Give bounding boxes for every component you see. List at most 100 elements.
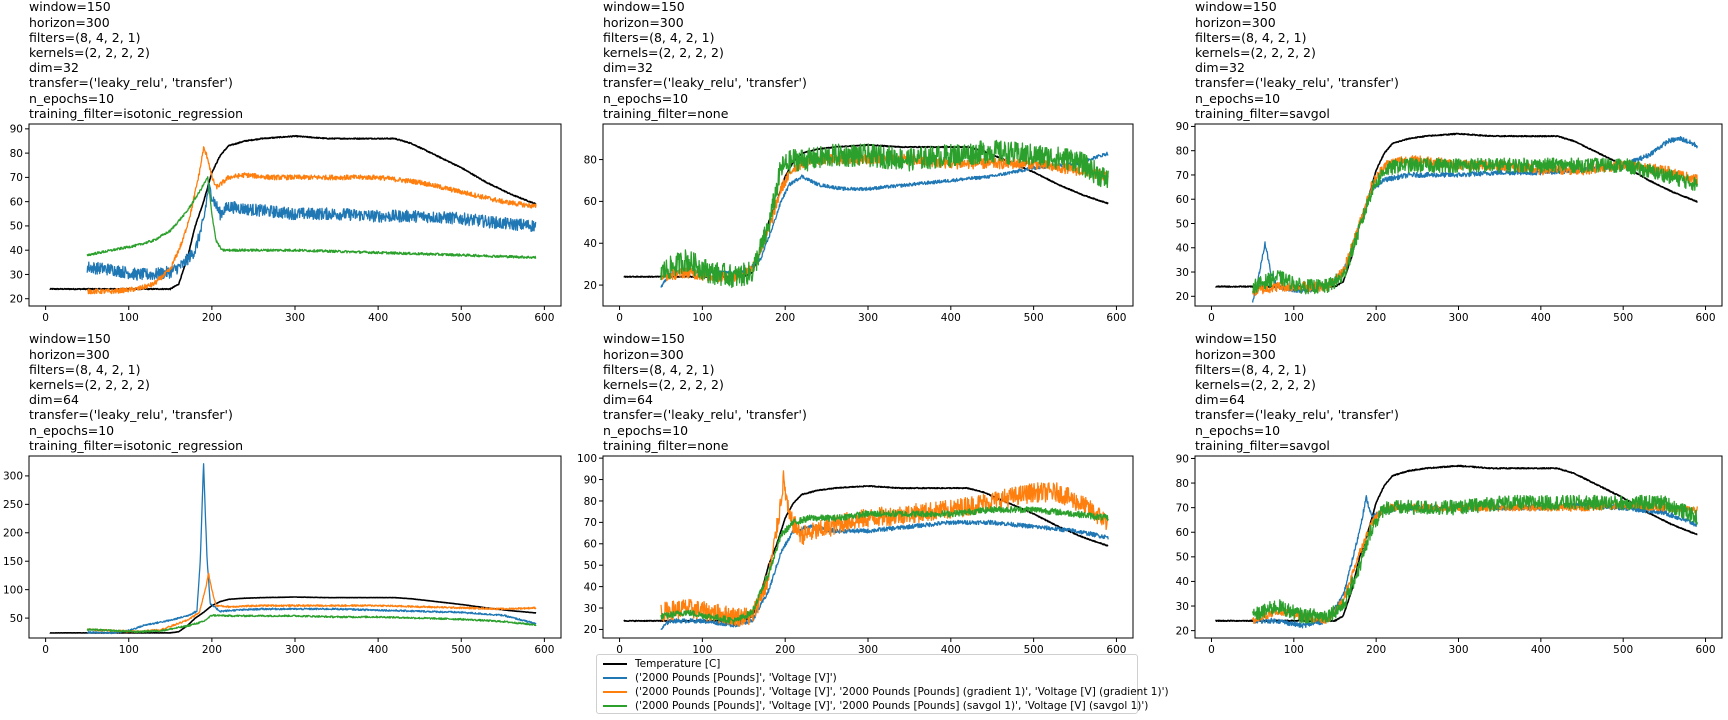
- panel-title-line: transfer=('leaky_relu', 'transfer'): [29, 75, 233, 91]
- series-line: [49, 596, 537, 634]
- panel-title-line: dim=64: [1195, 392, 1245, 408]
- legend-swatch: [603, 677, 627, 679]
- y-tick-label: 70: [584, 517, 597, 529]
- panel-title-line: dim=64: [603, 392, 653, 408]
- y-tick-label: 90: [10, 124, 23, 136]
- x-tick-label: 300: [1448, 644, 1468, 656]
- panel-title-line: filters=(8, 4, 2, 1): [29, 361, 141, 377]
- y-tick-label: 40: [1176, 243, 1189, 255]
- panel-title: window=150 horizon=300 filters=(8, 4, 2, 1…: [1195, 0, 1399, 121]
- legend-entry-gradient: ('2000 Pounds [Pounds]', 'Voltage [V]', …: [603, 685, 1169, 699]
- panel-title-line: n_epochs=10: [603, 422, 689, 438]
- panel-title-line: training_filter=isotonic_regression: [29, 437, 244, 453]
- panel-title-line: training_filter=isotonic_regression: [29, 105, 244, 121]
- x-tick-label: 300: [1448, 312, 1468, 324]
- y-tick-label: 70: [10, 172, 23, 184]
- legend-entry-savgol: ('2000 Pounds [Pounds]', 'Voltage [V]', …: [603, 699, 1148, 713]
- x-tick-label: 200: [202, 644, 222, 656]
- y-tick-label: 30: [10, 269, 23, 281]
- legend-label: ('2000 Pounds [Pounds]', 'Voltage [V]'): [635, 672, 837, 684]
- y-tick-label: 60: [1176, 527, 1189, 539]
- x-tick-label: 200: [775, 312, 795, 324]
- y-tick-label: 200: [3, 528, 23, 540]
- panel-title-line: n_epochs=10: [29, 422, 115, 438]
- legend-label: ('2000 Pounds [Pounds]', 'Voltage [V]', …: [635, 686, 1169, 698]
- panel-title-line: horizon=300: [603, 346, 684, 362]
- y-tick-label: 70: [1176, 170, 1189, 182]
- chart-panel: 0 100 200 300 400 500 600 20 30 40 50 60 70 80 90: [10, 123, 562, 324]
- panel-title-line: horizon=300: [1195, 14, 1276, 30]
- panel-title-line: kernels=(2, 2, 2, 2): [29, 45, 150, 61]
- y-tick-label: 150: [3, 556, 23, 568]
- x-tick-label: 100: [692, 644, 712, 656]
- series-line: [660, 139, 1109, 289]
- panel-title-line: filters=(8, 4, 2, 1): [1195, 361, 1307, 377]
- x-tick-label: 600: [1106, 644, 1126, 656]
- series-line: [1251, 501, 1698, 625]
- chart-panel: 0 100 200 300 400 500 600 50 100 150 200 250 300: [3, 455, 562, 656]
- y-tick-label: 40: [10, 245, 23, 257]
- panel-title-line: window=150: [1195, 0, 1277, 15]
- series-line: [1252, 157, 1698, 295]
- y-tick-label: 40: [1176, 576, 1189, 588]
- panel-title-line: kernels=(2, 2, 2, 2): [29, 377, 150, 392]
- panel-title-line: transfer=('leaky_relu', 'transfer'): [603, 407, 807, 423]
- panel-title-line: kernels=(2, 2, 2, 2): [603, 377, 724, 392]
- legend-swatch: [603, 691, 627, 693]
- y-tick-label: 90: [1176, 121, 1189, 133]
- x-tick-label: 300: [285, 312, 305, 324]
- y-tick-label: 100: [577, 453, 597, 465]
- chart-panel: 0 100 200 300 400 500 600 20 30 40 50 60 70 80 90: [1176, 453, 1723, 656]
- y-tick-label: 80: [584, 154, 597, 166]
- series-line: [86, 146, 537, 295]
- panel-title-line: filters=(8, 4, 2, 1): [603, 29, 715, 45]
- panel-title-line: kernels=(2, 2, 2, 2): [1195, 45, 1316, 61]
- x-tick-label: 100: [1284, 312, 1304, 324]
- x-tick-label: 100: [119, 644, 139, 656]
- x-tick-label: 0: [616, 312, 623, 324]
- x-tick-label: 400: [368, 644, 388, 656]
- legend-swatch: [603, 705, 627, 707]
- x-tick-label: 300: [858, 644, 878, 656]
- panel-title-line: window=150: [29, 0, 111, 15]
- panel-title-line: filters=(8, 4, 2, 1): [1195, 29, 1307, 45]
- x-tick-label: 0: [1208, 644, 1215, 656]
- panel-title-line: n_epochs=10: [603, 90, 689, 106]
- x-tick-label: 300: [858, 312, 878, 324]
- chart-panel: 0 100 200 300 400 500 600 20 40 60 80: [584, 123, 1134, 324]
- series-line: [1251, 155, 1698, 297]
- y-tick-label: 20: [584, 280, 597, 292]
- y-tick-label: 90: [584, 474, 597, 486]
- series-line: [86, 176, 537, 259]
- y-tick-label: 60: [10, 196, 23, 208]
- panel-title-line: dim=32: [29, 60, 79, 76]
- legend-entry-temperature: Temperature [C]: [603, 657, 1131, 671]
- x-tick-label: 0: [1208, 312, 1215, 324]
- panel-title-line: dim=64: [29, 392, 79, 408]
- panel-title-line: transfer=('leaky_relu', 'transfer'): [1195, 407, 1399, 423]
- y-tick-label: 100: [3, 584, 23, 596]
- x-tick-label: 0: [42, 644, 49, 656]
- series-line: [1252, 495, 1698, 629]
- series-line: [1215, 464, 1698, 623]
- legend: Temperature [C] ('2000 Pounds [Pounds]',…: [596, 654, 1169, 714]
- x-tick-label: 600: [1696, 312, 1716, 324]
- x-tick-label: 100: [692, 312, 712, 324]
- y-tick-label: 30: [584, 603, 597, 615]
- y-tick-label: 50: [1176, 218, 1189, 230]
- x-tick-label: 600: [1106, 312, 1126, 324]
- panel-title: window=150 horizon=300 filters=(8, 4, 2, 1…: [29, 331, 243, 453]
- panel-title-line: n_epochs=10: [1195, 90, 1281, 106]
- y-tick-label: 90: [1176, 453, 1189, 465]
- panel-title-line: dim=32: [603, 60, 653, 76]
- panel-title-line: dim=32: [1195, 60, 1245, 76]
- y-tick-label: 30: [1176, 601, 1189, 613]
- panel-title-line: kernels=(2, 2, 2, 2): [603, 45, 724, 61]
- x-tick-label: 400: [1531, 312, 1551, 324]
- x-tick-label: 400: [1531, 644, 1551, 656]
- panel-title: window=150 horizon=300 filters=(8, 4, 2, 1…: [603, 331, 807, 453]
- y-tick-label: 20: [584, 624, 597, 636]
- x-tick-label: 400: [941, 644, 961, 656]
- series-line: [86, 182, 537, 281]
